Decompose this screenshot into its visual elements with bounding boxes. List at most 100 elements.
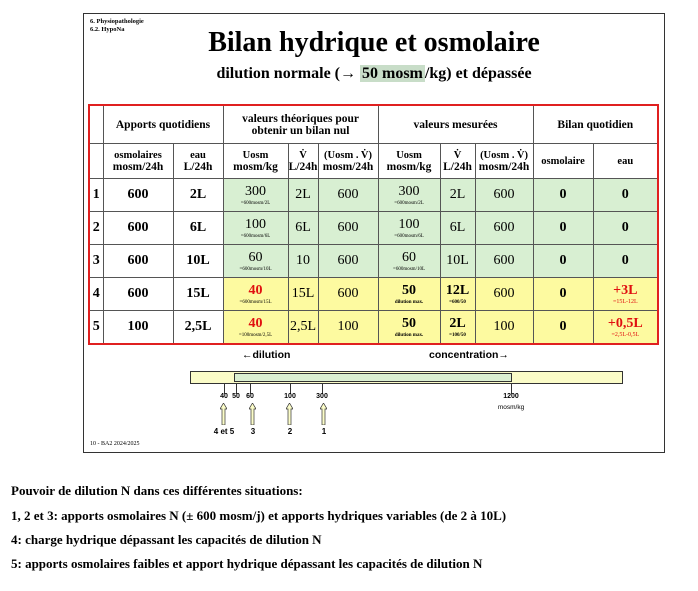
table-cell: 4 bbox=[88, 277, 104, 311]
sub-header-label: (Uosm . V̇) bbox=[480, 150, 528, 161]
cell-value: 2,5L bbox=[289, 319, 317, 334]
table-cell: 100 =600mosm/6L bbox=[377, 211, 441, 245]
cell-value: 5 bbox=[92, 319, 100, 334]
up-arrow-icon bbox=[220, 403, 227, 425]
table-cell: 5 bbox=[88, 310, 104, 345]
sub-header-label: V̇ bbox=[453, 150, 462, 161]
cell-value: 600 bbox=[493, 187, 515, 202]
table-cell: 100 =600mosm/6L bbox=[222, 211, 289, 245]
table-cell: 2,5L bbox=[172, 310, 224, 345]
group-header: Bilan quotidien bbox=[532, 104, 659, 144]
table-cell: 600 bbox=[317, 277, 379, 311]
sub-header: (Uosm . V̇) mosm/24h bbox=[474, 143, 534, 179]
arrow-label: 4 et 5 bbox=[213, 427, 235, 436]
table-cell: 50 dilution max. bbox=[377, 277, 441, 311]
cell-value: +3L bbox=[613, 283, 638, 298]
table-row: 3 600 10L 60 =600mosm/10L 10 600 60 =600mosm/10L… bbox=[88, 244, 659, 278]
table-cell: 2,5L bbox=[287, 310, 319, 345]
sub-header: Uosm mosm/kg bbox=[222, 143, 289, 179]
sub-header: eau L/24h bbox=[172, 143, 224, 179]
slide-title: Bilan hydrique et osmolaire bbox=[208, 27, 540, 58]
table-cell: 50 dilution max. bbox=[377, 310, 441, 345]
cell-value: 10 bbox=[296, 253, 311, 268]
table-cell: 600 bbox=[102, 277, 174, 311]
sub-header-label: osmolaire bbox=[541, 156, 585, 167]
table-cell: 0 bbox=[532, 211, 594, 245]
cell-value: 2L bbox=[449, 187, 466, 202]
cell-note: =600mosm/2L bbox=[394, 201, 424, 206]
cell-value: 100 bbox=[337, 319, 359, 334]
subtitle-suffix: /kg) et dépassée bbox=[424, 65, 532, 82]
cell-value: 60 bbox=[248, 250, 263, 265]
sub-header-unit: L/24h bbox=[288, 161, 318, 173]
cell-value: 600 bbox=[493, 220, 515, 235]
table-cell: 15L bbox=[287, 277, 319, 311]
table-cell: 10L bbox=[172, 244, 224, 278]
cell-note: =600mosm/6L bbox=[394, 234, 424, 239]
cell-value: 600 bbox=[337, 220, 359, 235]
cell-value: 40 bbox=[248, 316, 263, 331]
cell-value: 100 bbox=[398, 217, 420, 232]
cell-value: 0 bbox=[559, 253, 567, 268]
sub-header-label: Uosm bbox=[396, 150, 422, 161]
table-cell: 600 bbox=[474, 211, 534, 245]
table-cell: 15L bbox=[172, 277, 224, 311]
cell-value: 2L bbox=[189, 187, 207, 202]
sub-header-unit: mosm/kg bbox=[233, 161, 278, 173]
cell-value: 600 bbox=[127, 286, 149, 301]
slide: 6. Physiopathologie 6.2. HypoNa Bilan hy… bbox=[83, 13, 665, 453]
group-header: Apports quotidiens bbox=[102, 104, 224, 144]
cell-note: dilution max. bbox=[394, 300, 424, 305]
table-cell: 10L bbox=[439, 244, 476, 278]
section-line-2: 6.2. HypoNa bbox=[90, 26, 125, 33]
table-cell: 300 =600mosm/2L bbox=[222, 178, 289, 212]
slide-footer: 10 - BA2 2024/2025 bbox=[90, 441, 140, 447]
caption-line: 5: apports osmolaires faibles et apport … bbox=[11, 556, 483, 571]
group-header: valeurs mesurées bbox=[377, 104, 534, 144]
scale-unit: mosm/kg bbox=[497, 404, 525, 411]
table-cell: 600 bbox=[102, 244, 174, 278]
table-cell: 600 bbox=[317, 211, 379, 245]
table-cell: 2L bbox=[439, 178, 476, 212]
cell-value: 6L bbox=[295, 220, 311, 235]
table-cell: 0 bbox=[532, 178, 594, 212]
cell-value: 0 bbox=[559, 220, 567, 235]
cell-value: 2 bbox=[92, 220, 100, 235]
cell-value: 0 bbox=[621, 187, 629, 202]
scale-tick-mark bbox=[511, 384, 512, 394]
table-cell: 0 bbox=[532, 277, 594, 311]
table-cell: 12L =600/50 bbox=[439, 277, 476, 311]
cell-value: 100 bbox=[245, 217, 267, 232]
up-arrow-icon bbox=[249, 403, 256, 425]
table-cell: 600 bbox=[474, 178, 534, 212]
cell-value: 15L bbox=[186, 286, 210, 301]
table-cell: 60 =600mosm/10L bbox=[377, 244, 441, 278]
table-cell: 6L bbox=[439, 211, 476, 245]
cell-note: =15L-12L bbox=[612, 299, 638, 305]
scale-tick-label: 60 bbox=[246, 393, 254, 400]
cell-value: 300 bbox=[398, 184, 420, 199]
table-cell: +0,5L =2,5L-0,5L bbox=[592, 310, 659, 345]
scale-tick-label: 100 bbox=[284, 393, 296, 400]
cell-value: 10L bbox=[186, 253, 210, 268]
cell-note: =2,5L-0,5L bbox=[611, 332, 640, 338]
sub-header-unit: mosm/24h bbox=[112, 161, 164, 173]
table-cell: 40 =100mosm/2,5L bbox=[222, 310, 289, 345]
table-cell: 0 bbox=[532, 244, 594, 278]
cell-value: 300 bbox=[245, 184, 267, 199]
sub-header-unit: mosm/24h bbox=[478, 161, 530, 173]
cell-note: =100mosm/2,5L bbox=[238, 333, 273, 338]
table-cell: 6L bbox=[172, 211, 224, 245]
table-cell: 300 =600mosm/2L bbox=[377, 178, 441, 212]
table-cell: 100 bbox=[474, 310, 534, 345]
cell-note: =600mosm/10L bbox=[393, 267, 426, 272]
table-cell: 600 bbox=[474, 277, 534, 311]
cell-note: =600mosm/10L bbox=[239, 267, 272, 272]
table-cell: 10 bbox=[287, 244, 319, 278]
up-arrow-icon bbox=[286, 403, 293, 425]
subtitle-prefix: dilution normale (→ bbox=[216, 65, 360, 82]
cell-value: 6L bbox=[189, 220, 207, 235]
cell-value: 600 bbox=[493, 253, 515, 268]
section-header: 6. Physiopathologie 6.2. HypoNa bbox=[90, 18, 144, 34]
scale-tick-label: 300 bbox=[316, 393, 328, 400]
